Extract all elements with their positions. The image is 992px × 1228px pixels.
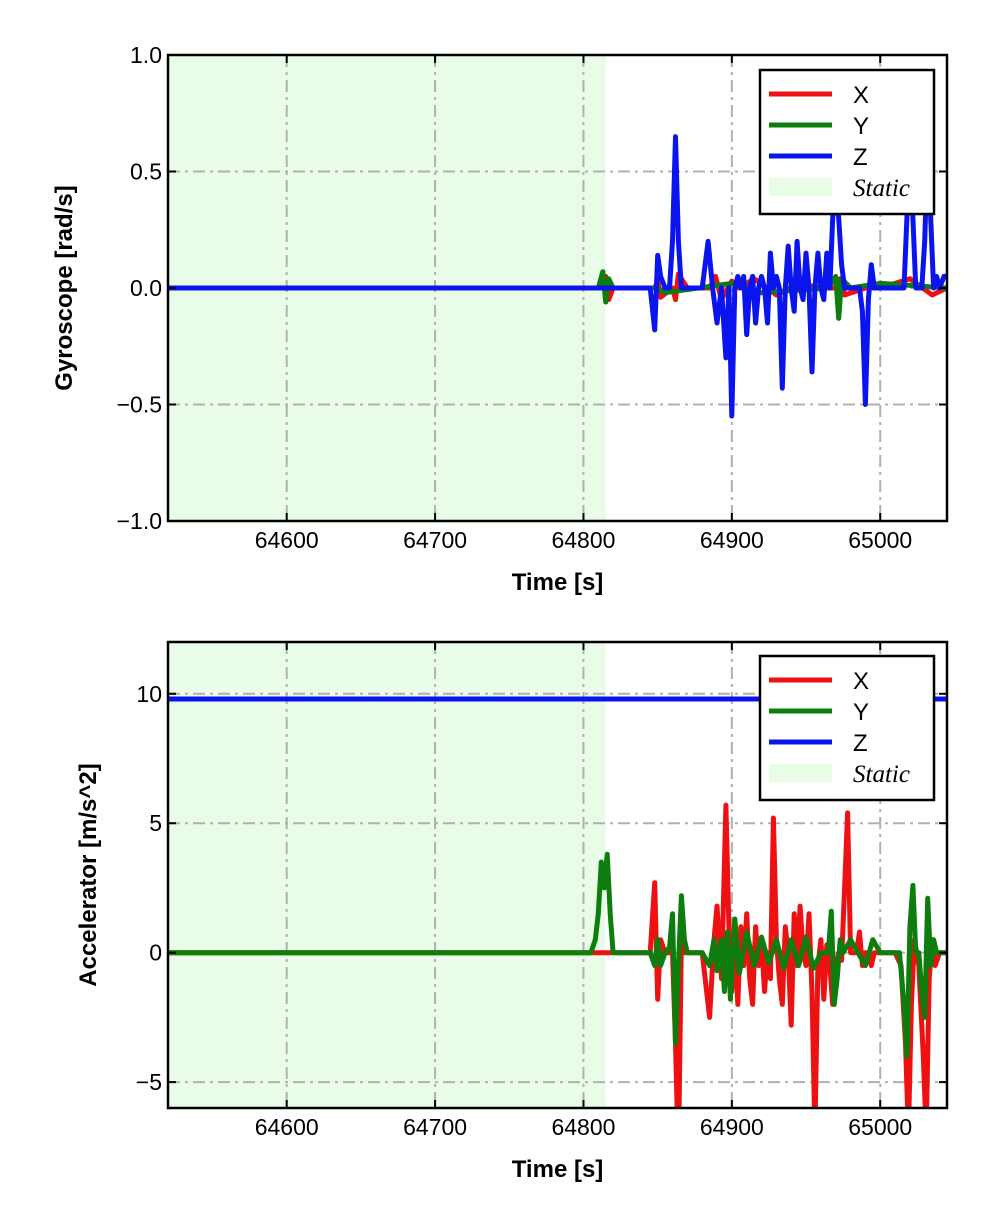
x-tick-label: 64800 <box>551 527 615 553</box>
y-axis-label: Accelerator [m/s^2] <box>75 763 102 986</box>
y-tick-label: 5 <box>149 810 162 836</box>
legend-label-z: Z <box>853 730 868 757</box>
legend-label-x: X <box>853 82 869 109</box>
accelerometer-chart: 64600 64700 64800 64900 65000 −5 0 5 10 Time [s] A… <box>75 640 949 1183</box>
legend-label-y: Y <box>853 699 869 726</box>
x-tick-label: 64900 <box>700 1114 764 1140</box>
y-tick-label: 10 <box>136 681 162 707</box>
x-axis-label: Time [s] <box>512 569 604 596</box>
legend: XYZ Static <box>758 68 936 216</box>
y-tick-label: −1.0 <box>117 508 162 534</box>
legend-label-static: Static <box>853 175 910 202</box>
legend-swatch-static <box>769 764 832 782</box>
x-tick-label: 65000 <box>848 1114 912 1140</box>
y-tick-label: 0.5 <box>130 159 162 185</box>
legend-label-x: X <box>853 668 869 695</box>
y-tick-label: 0.0 <box>130 275 162 301</box>
y-tick-label: −0.5 <box>117 392 162 418</box>
y-tick-label: −5 <box>136 1069 162 1095</box>
series-line-y <box>168 851 947 1059</box>
x-axis-label: Time [s] <box>512 1156 604 1183</box>
x-tick-label: 64900 <box>700 527 764 553</box>
y-tick-label: 0 <box>149 940 162 966</box>
legend-label-static: Static <box>853 761 910 788</box>
x-tick-label: 64600 <box>255 1114 319 1140</box>
legend: XYZ Static <box>758 654 936 802</box>
static-region <box>168 642 606 1108</box>
y-axis-label: Gyroscope [rad/s] <box>51 185 78 390</box>
plot-frame <box>166 640 949 1110</box>
x-tick-label: 64800 <box>551 1114 615 1140</box>
gyroscope-chart: 64600 64700 64800 64900 65000 −1.0 −0.5 0.0 0.5 1… <box>51 42 949 596</box>
x-tick-label: 65000 <box>848 527 912 553</box>
legend-label-z: Z <box>853 144 868 171</box>
x-tick-label: 64700 <box>403 527 467 553</box>
x-tick-label: 64700 <box>403 1114 467 1140</box>
y-tick-label: 1.0 <box>130 42 162 68</box>
x-tick-label: 64600 <box>255 527 319 553</box>
legend-swatch-static <box>769 178 832 196</box>
series-line-z <box>168 134 947 419</box>
legend-label-y: Y <box>853 113 869 140</box>
